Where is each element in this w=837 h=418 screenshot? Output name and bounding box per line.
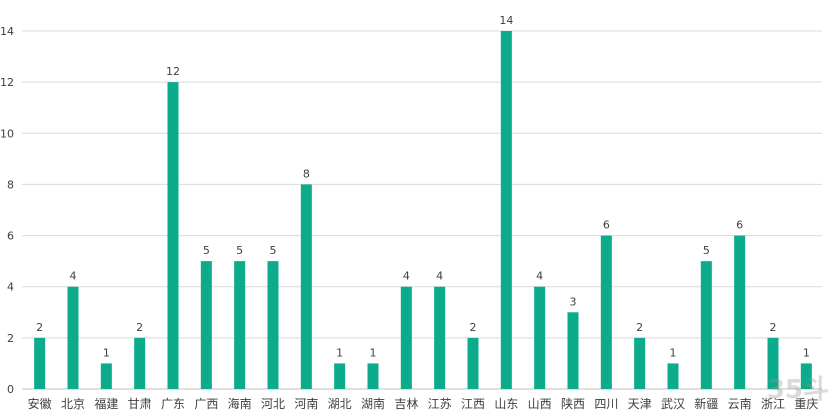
x-tick-label: 重庆 xyxy=(794,397,818,411)
y-tick-label: 14 xyxy=(0,25,14,38)
data-label: 5 xyxy=(203,244,210,257)
y-tick-label: 10 xyxy=(0,127,14,140)
bar xyxy=(734,235,746,389)
data-label: 6 xyxy=(736,219,743,232)
bar xyxy=(67,286,79,389)
data-label: 2 xyxy=(770,321,777,334)
x-tick-label: 河南 xyxy=(294,396,318,411)
x-tick-label: 福建 xyxy=(94,396,118,411)
data-label: 8 xyxy=(303,167,310,180)
bar xyxy=(534,286,546,389)
bar xyxy=(500,31,512,389)
x-tick-label: 天津 xyxy=(628,397,652,411)
bar xyxy=(634,337,646,389)
x-tick-label: 江西 xyxy=(461,397,485,411)
data-label: 4 xyxy=(436,270,443,283)
data-label: 5 xyxy=(270,244,277,257)
bar xyxy=(300,184,312,389)
bar xyxy=(334,363,346,389)
x-tick-label: 山东 xyxy=(494,397,518,411)
y-tick-label: 6 xyxy=(7,230,14,243)
data-label: 4 xyxy=(536,270,543,283)
data-label: 12 xyxy=(166,65,180,78)
x-tick-label: 陕西 xyxy=(561,396,585,411)
data-label: 2 xyxy=(636,321,643,334)
data-label: 6 xyxy=(603,219,610,232)
data-label: 1 xyxy=(103,346,110,359)
x-tick-label: 河北 xyxy=(261,397,285,411)
x-tick-label: 吉林 xyxy=(394,397,418,411)
x-tick-label: 四川 xyxy=(594,397,618,411)
data-label: 1 xyxy=(370,346,377,359)
data-label: 2 xyxy=(136,321,143,334)
y-tick-label: 2 xyxy=(7,332,14,345)
bar xyxy=(134,337,146,389)
bar xyxy=(767,337,779,389)
data-label: 4 xyxy=(403,270,410,283)
bar xyxy=(600,235,612,389)
x-tick-label: 北京 xyxy=(61,397,85,411)
bar xyxy=(467,337,479,389)
bar xyxy=(367,363,379,389)
x-tick-label: 云南 xyxy=(728,396,752,411)
y-tick-label: 0 xyxy=(7,383,14,396)
y-tick-label: 12 xyxy=(0,76,14,89)
x-tick-label: 甘肃 xyxy=(128,397,152,411)
data-label: 5 xyxy=(236,244,243,257)
bar xyxy=(34,337,46,389)
bar xyxy=(167,82,179,390)
bar xyxy=(234,261,246,389)
x-tick-label: 武汉 xyxy=(661,397,685,411)
x-tick-label: 广东 xyxy=(161,397,185,411)
data-label: 1 xyxy=(336,346,343,359)
bar xyxy=(400,286,412,389)
x-tick-label: 安徽 xyxy=(28,396,52,411)
data-label: 14 xyxy=(499,14,513,27)
bar xyxy=(700,261,712,389)
x-tick-label: 湖南 xyxy=(361,396,385,411)
data-label: 1 xyxy=(803,346,810,359)
x-tick-label: 海南 xyxy=(228,396,252,411)
x-tick-label: 广西 xyxy=(194,397,218,411)
y-tick-label: 8 xyxy=(7,178,14,191)
bar xyxy=(100,363,112,389)
data-label: 4 xyxy=(70,270,77,283)
bar xyxy=(667,363,679,389)
y-tick-label: 4 xyxy=(7,281,14,294)
x-tick-label: 新疆 xyxy=(694,396,718,411)
x-tick-label: 浙江 xyxy=(761,397,785,411)
data-label: 2 xyxy=(470,321,477,334)
bar xyxy=(267,261,279,389)
data-label: 2 xyxy=(36,321,43,334)
bar xyxy=(567,312,579,389)
x-tick-label: 湖北 xyxy=(328,396,352,411)
data-label: 1 xyxy=(670,346,677,359)
x-tick-label: 江苏 xyxy=(428,397,452,411)
bar xyxy=(434,286,446,389)
bar xyxy=(200,261,212,389)
x-tick-label: 山西 xyxy=(528,397,552,411)
watermark: 35斗 xyxy=(766,375,829,405)
bar xyxy=(800,363,812,389)
data-label: 5 xyxy=(703,244,710,257)
data-label: 3 xyxy=(570,295,577,308)
